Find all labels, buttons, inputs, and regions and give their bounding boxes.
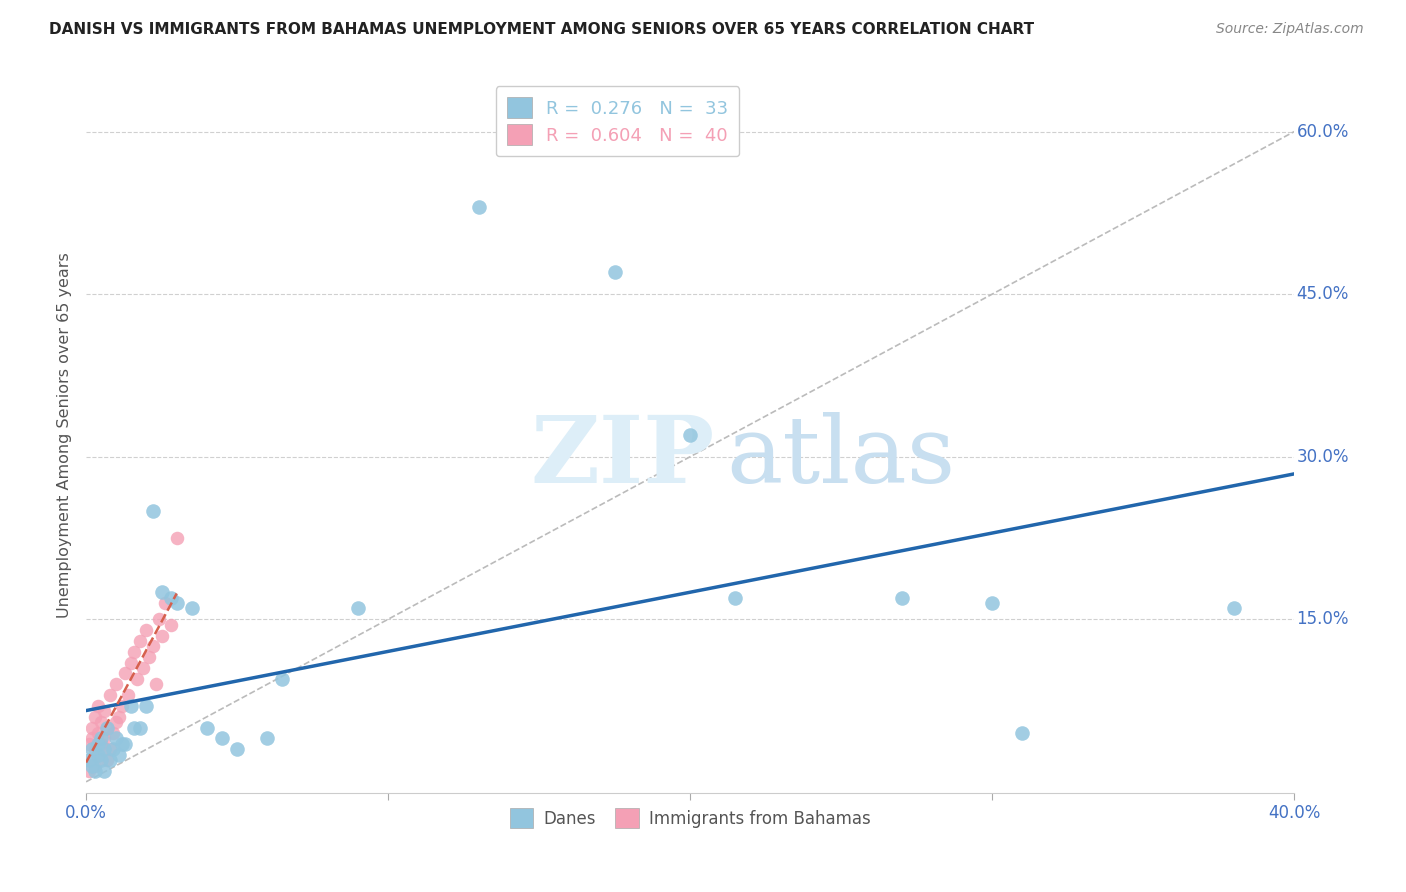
Point [150,628,173,642]
Point [82,721,104,735]
Point [120,698,142,713]
Point [93,731,115,746]
Point [127,672,149,686]
Point [87,698,110,713]
Point [129,721,152,735]
Point [84,764,107,778]
Point [108,747,131,762]
Point [90,731,112,746]
Point [135,623,157,637]
Point [87,726,110,740]
Point [93,742,115,756]
Point [98,688,121,702]
Point [159,591,181,605]
Point [138,650,160,665]
Text: 30.0%: 30.0% [1296,448,1348,466]
Point [114,737,136,751]
Point [1222,601,1244,615]
Point [195,721,218,735]
Point [87,737,110,751]
Text: Source: ZipAtlas.com: Source: ZipAtlas.com [1216,22,1364,37]
Point [90,715,112,730]
Point [98,753,121,767]
Legend: Danes, Immigrants from Bahamas: Danes, Immigrants from Bahamas [503,802,877,834]
Point [84,758,107,772]
Point [150,585,173,599]
Point [1011,726,1033,740]
Point [111,698,134,713]
Point [890,591,912,605]
Text: 45.0%: 45.0% [1296,285,1348,303]
Point [129,634,152,648]
Y-axis label: Unemployment Among Seniors over 65 years: Unemployment Among Seniors over 65 years [58,252,72,618]
Point [96,753,118,767]
Point [77,764,100,778]
Point [148,612,170,626]
Point [87,747,110,762]
Point [124,645,146,659]
Point [105,731,128,746]
Text: 60.0%: 60.0% [1296,122,1348,141]
Point [93,705,115,719]
Point [82,758,104,772]
Point [145,677,167,691]
Point [82,731,104,746]
Point [82,753,104,767]
Point [124,721,146,735]
Point [166,531,188,545]
Point [120,656,142,670]
Point [159,617,181,632]
Point [90,753,112,767]
Point [226,742,249,756]
Point [347,601,370,615]
Text: ZIP: ZIP [530,411,714,501]
Point [117,688,139,702]
Point [82,742,104,756]
Point [93,764,115,778]
Point [271,672,294,686]
Point [87,747,110,762]
Text: atlas: atlas [727,411,956,501]
Point [153,596,176,610]
Point [105,715,128,730]
Point [90,737,112,751]
Point [108,710,131,724]
Point [103,742,125,756]
Point [96,721,118,735]
Text: 15.0%: 15.0% [1296,610,1348,628]
Point [166,596,188,610]
Point [84,742,107,756]
Point [111,737,134,751]
Point [981,596,1004,610]
Point [256,731,278,746]
Point [84,710,107,724]
Point [141,640,163,654]
Point [98,742,121,756]
Text: DANISH VS IMMIGRANTS FROM BAHAMAS UNEMPLOYMENT AMONG SENIORS OVER 65 YEARS CORRE: DANISH VS IMMIGRANTS FROM BAHAMAS UNEMPL… [49,22,1035,37]
Point [132,661,155,675]
Point [77,753,100,767]
Point [679,428,702,442]
Point [603,265,626,279]
Point [77,737,100,751]
Point [180,601,202,615]
Point [114,666,136,681]
Point [103,726,125,740]
Point [467,201,489,215]
Point [96,721,118,735]
Point [105,677,128,691]
Point [211,731,233,746]
Point [135,698,157,713]
Point [724,591,747,605]
Point [141,504,163,518]
